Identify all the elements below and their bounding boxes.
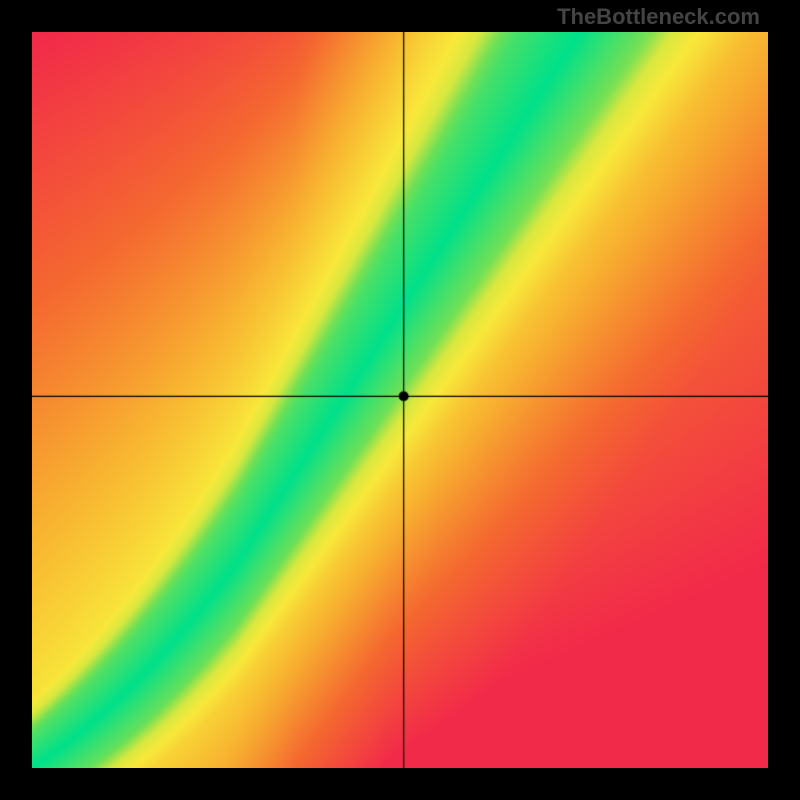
heatmap-plot [32,32,768,768]
watermark-text: TheBottleneck.com [557,4,760,30]
heatmap-canvas [32,32,768,768]
